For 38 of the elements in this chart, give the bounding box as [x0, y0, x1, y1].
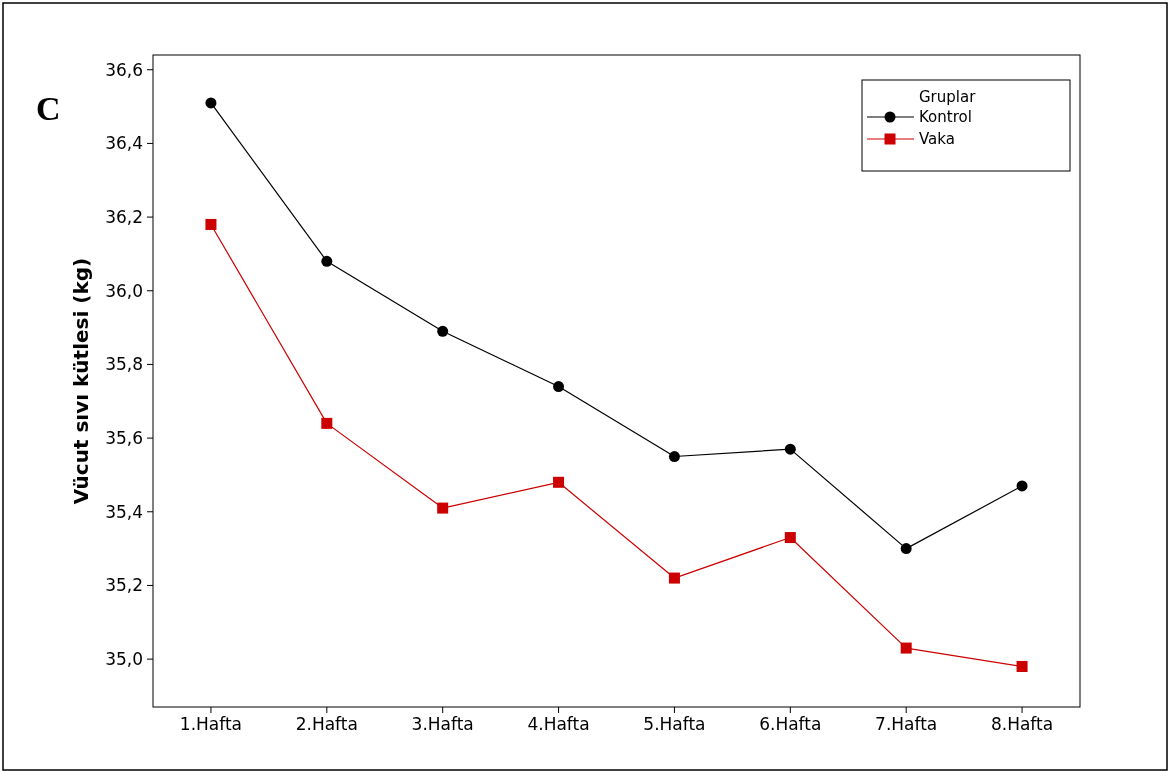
x-tick-label: 8.Hafta [990, 714, 1054, 734]
x-tick-label: 4.Hafta [527, 714, 590, 734]
y-tick-label: 35,6 [105, 428, 143, 449]
point [900, 642, 912, 654]
point [437, 502, 449, 514]
y-tick-label: 36,6 [105, 59, 143, 80]
point [321, 255, 333, 267]
legend-title: Gruplar [919, 88, 977, 106]
point [205, 218, 217, 230]
point [437, 325, 449, 337]
legend-label: Vaka [919, 130, 955, 149]
y-axis-title: Vücut sıvı kütlesi (kg) [69, 257, 93, 505]
point [668, 572, 680, 584]
point [900, 543, 912, 555]
x-tick-label: 6.Hafta [759, 714, 822, 734]
x-tick-label: 3.Hafta [411, 714, 474, 734]
y-tick-label: 35,0 [105, 649, 143, 670]
point [1016, 480, 1028, 492]
y-tick-label: 35,8 [105, 354, 143, 375]
point [553, 476, 565, 488]
y-tick-label: 35,4 [105, 501, 143, 522]
point [1016, 660, 1028, 672]
x-tick-label: 7.Hafta [875, 714, 938, 734]
x-tick-label: 5.Hafta [643, 714, 706, 734]
point [553, 381, 565, 393]
y-tick-label: 36,2 [105, 207, 143, 228]
point [668, 451, 680, 463]
y-tick-label: 36,0 [105, 280, 143, 301]
legend-label: Kontrol [919, 108, 972, 127]
point [321, 417, 333, 429]
x-tick-label: 2.Hafta [295, 714, 358, 734]
point [784, 532, 796, 544]
point [784, 443, 796, 455]
point [205, 97, 217, 109]
x-tick-label: 1.Hafta [179, 714, 243, 734]
y-tick-label: 35,2 [105, 575, 143, 596]
text: C [36, 90, 61, 127]
y-tick-label: 36,4 [105, 133, 143, 154]
